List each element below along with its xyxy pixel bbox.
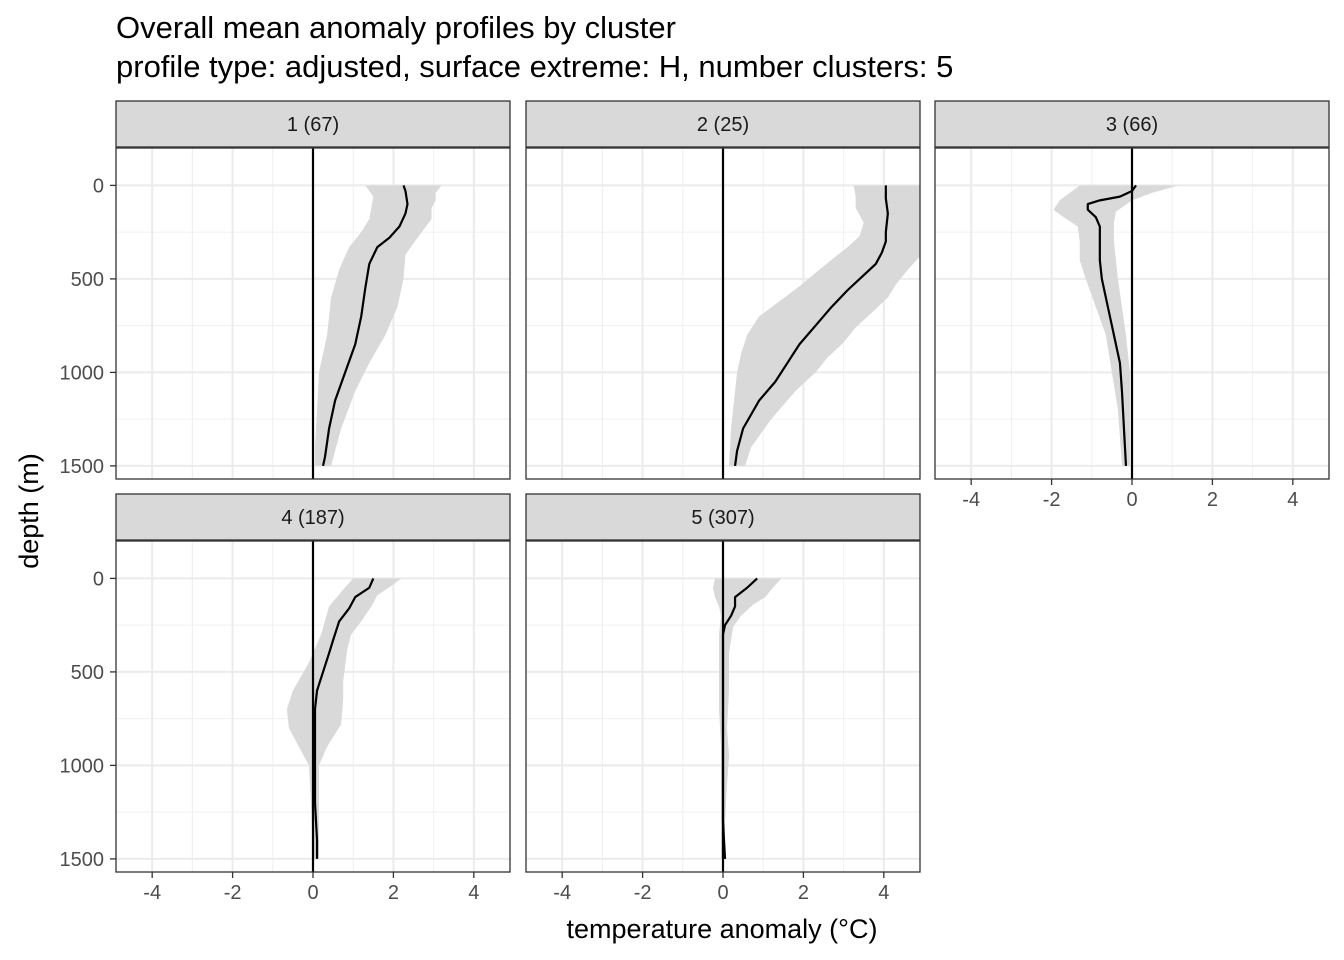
facet-panel-4: 4 (187) 0 500 1000 1500 -4 -2 0 2 4 <box>60 493 511 904</box>
confidence-band <box>315 185 442 466</box>
x-tick-label: -4 <box>962 489 980 511</box>
x-tick-label: 4 <box>468 882 479 904</box>
y-tick-label: 500 <box>71 269 104 291</box>
y-tick-label: 1000 <box>60 362 105 384</box>
mean-profile-line <box>721 577 758 859</box>
y-tick-label: 0 <box>93 175 104 197</box>
confidence-band <box>729 185 920 466</box>
chart-subtitle: profile type: adjusted, surface extreme:… <box>116 49 954 84</box>
facet-strip <box>934 100 1330 148</box>
facet-strip-label: 1 (67) <box>287 114 339 136</box>
facet-strip-label: 5 (307) <box>691 507 754 529</box>
x-tick-label: -4 <box>143 882 161 904</box>
facet-strip-label: 3 (66) <box>1106 114 1158 136</box>
mean-profile-line <box>321 185 409 467</box>
x-tick-label: -4 <box>553 882 571 904</box>
facet-panel-1: 1 (67) 0 500 1000 1500 <box>60 100 511 480</box>
y-tick-label: 1500 <box>60 456 105 478</box>
x-tick-label: 0 <box>307 882 318 904</box>
facet-panel-5: 5 (307) -4 -2 0 2 4 <box>525 493 921 904</box>
x-tick-label: 2 <box>798 882 809 904</box>
confidence-band <box>712 578 782 859</box>
x-tick-label: -2 <box>1043 489 1061 511</box>
y-axis-title: depth (m) <box>14 453 44 569</box>
facet-strip <box>525 493 921 541</box>
confidence-band <box>1053 185 1179 466</box>
y-tick-label: 500 <box>71 662 104 684</box>
x-tick-label: -2 <box>224 882 242 904</box>
x-tick-label: 2 <box>388 882 399 904</box>
panel-border <box>115 147 511 480</box>
panel-border <box>525 147 921 480</box>
x-tick-label: 2 <box>1207 489 1218 511</box>
chart-title: Overall mean anomaly profiles by cluster <box>116 10 676 45</box>
facet-strip <box>525 100 921 148</box>
x-tick-label: 4 <box>1287 489 1298 511</box>
facet-strip <box>115 493 511 541</box>
facet-strip-label: 4 (187) <box>281 507 344 529</box>
x-tick-label: 0 <box>1126 489 1137 511</box>
y-tick-label: 0 <box>93 568 104 590</box>
x-tick-label: -2 <box>634 882 652 904</box>
x-axis-title: temperature anomaly (°C) <box>567 914 878 944</box>
mean-profile-line <box>313 577 375 859</box>
x-tick-label: 0 <box>717 882 728 904</box>
mean-profile-line <box>733 185 889 467</box>
facet-panel-2: 2 (25) <box>525 100 921 480</box>
y-tick-label: 1000 <box>60 755 105 777</box>
x-tick-label: 4 <box>878 882 889 904</box>
facet-strip-label: 2 (25) <box>697 114 749 136</box>
facet-panel-3: 3 (66) -4 -2 0 2 4 <box>934 100 1330 511</box>
y-tick-label: 1500 <box>60 849 105 871</box>
facet-strip <box>115 100 511 148</box>
mean-profile-line <box>1086 184 1137 466</box>
